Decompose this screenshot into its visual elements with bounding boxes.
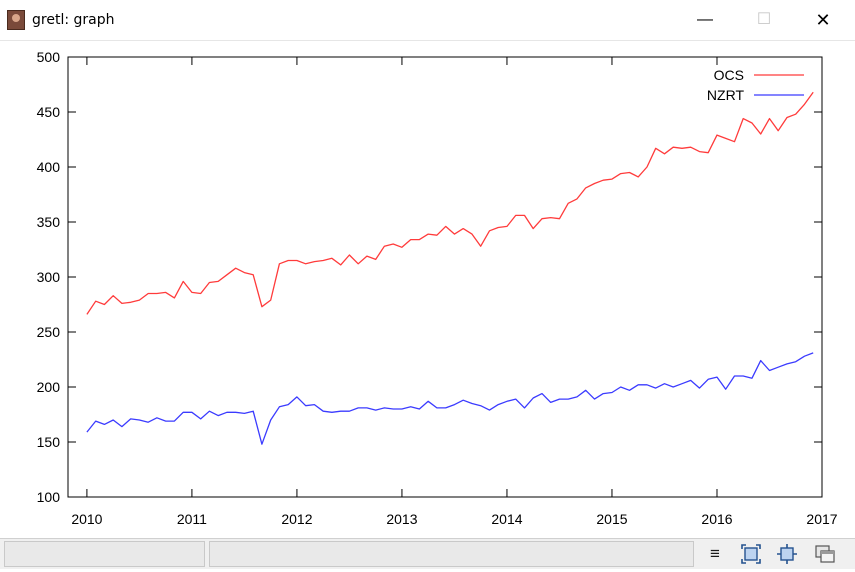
- x-tick-label: 2010: [71, 511, 102, 527]
- windows-icon[interactable]: [812, 542, 838, 566]
- y-tick-label: 500: [37, 49, 61, 65]
- y-tick-label: 100: [37, 489, 61, 505]
- gretl-app-icon: [7, 10, 25, 30]
- x-tick-label: 2011: [177, 511, 207, 527]
- x-tick-label: 2015: [596, 511, 627, 527]
- legend-label-ocs: OCS: [714, 67, 744, 83]
- x-tick-label: 2012: [281, 511, 312, 527]
- zoom-icon[interactable]: [738, 542, 764, 566]
- close-button[interactable]: ✕: [815, 10, 831, 30]
- x-tick-label: 2017: [806, 511, 837, 527]
- y-tick-label: 150: [37, 434, 61, 450]
- fit-icon[interactable]: [774, 542, 800, 566]
- y-tick-label: 400: [37, 159, 61, 175]
- y-tick-label: 200: [37, 379, 61, 395]
- status-bar: ≡: [0, 538, 855, 569]
- legend-label-nzrt: NZRT: [707, 87, 745, 103]
- graph-area[interactable]: 100 150 200 250 300 350 400 450 500 2010 2011 2012…: [0, 41, 855, 538]
- series-line-ocs: [86, 91, 814, 315]
- line-chart[interactable]: 100 150 200 250 300 350 400 450 500 2010 2011 2012…: [0, 41, 855, 538]
- status-field-left: [4, 541, 205, 567]
- status-field-right: [209, 541, 694, 567]
- maximize-button[interactable]: ☐: [756, 11, 772, 28]
- series-line-nzrt: [86, 352, 814, 445]
- hamburger-menu-icon[interactable]: ≡: [710, 544, 720, 563]
- window-titlebar: gretl: graph — ☐ ✕: [0, 0, 855, 41]
- window-title: gretl: graph: [32, 12, 115, 28]
- x-tick-label: 2013: [386, 511, 417, 527]
- plot-frame: [67, 56, 823, 498]
- y-tick-label: 250: [37, 324, 61, 340]
- y-tick-label: 450: [37, 104, 61, 120]
- x-tick-label: 2014: [491, 511, 522, 527]
- y-tick-label: 350: [37, 214, 61, 230]
- minimize-button[interactable]: —: [697, 11, 713, 28]
- y-tick-label: 300: [37, 269, 61, 285]
- x-tick-label: 2016: [701, 511, 732, 527]
